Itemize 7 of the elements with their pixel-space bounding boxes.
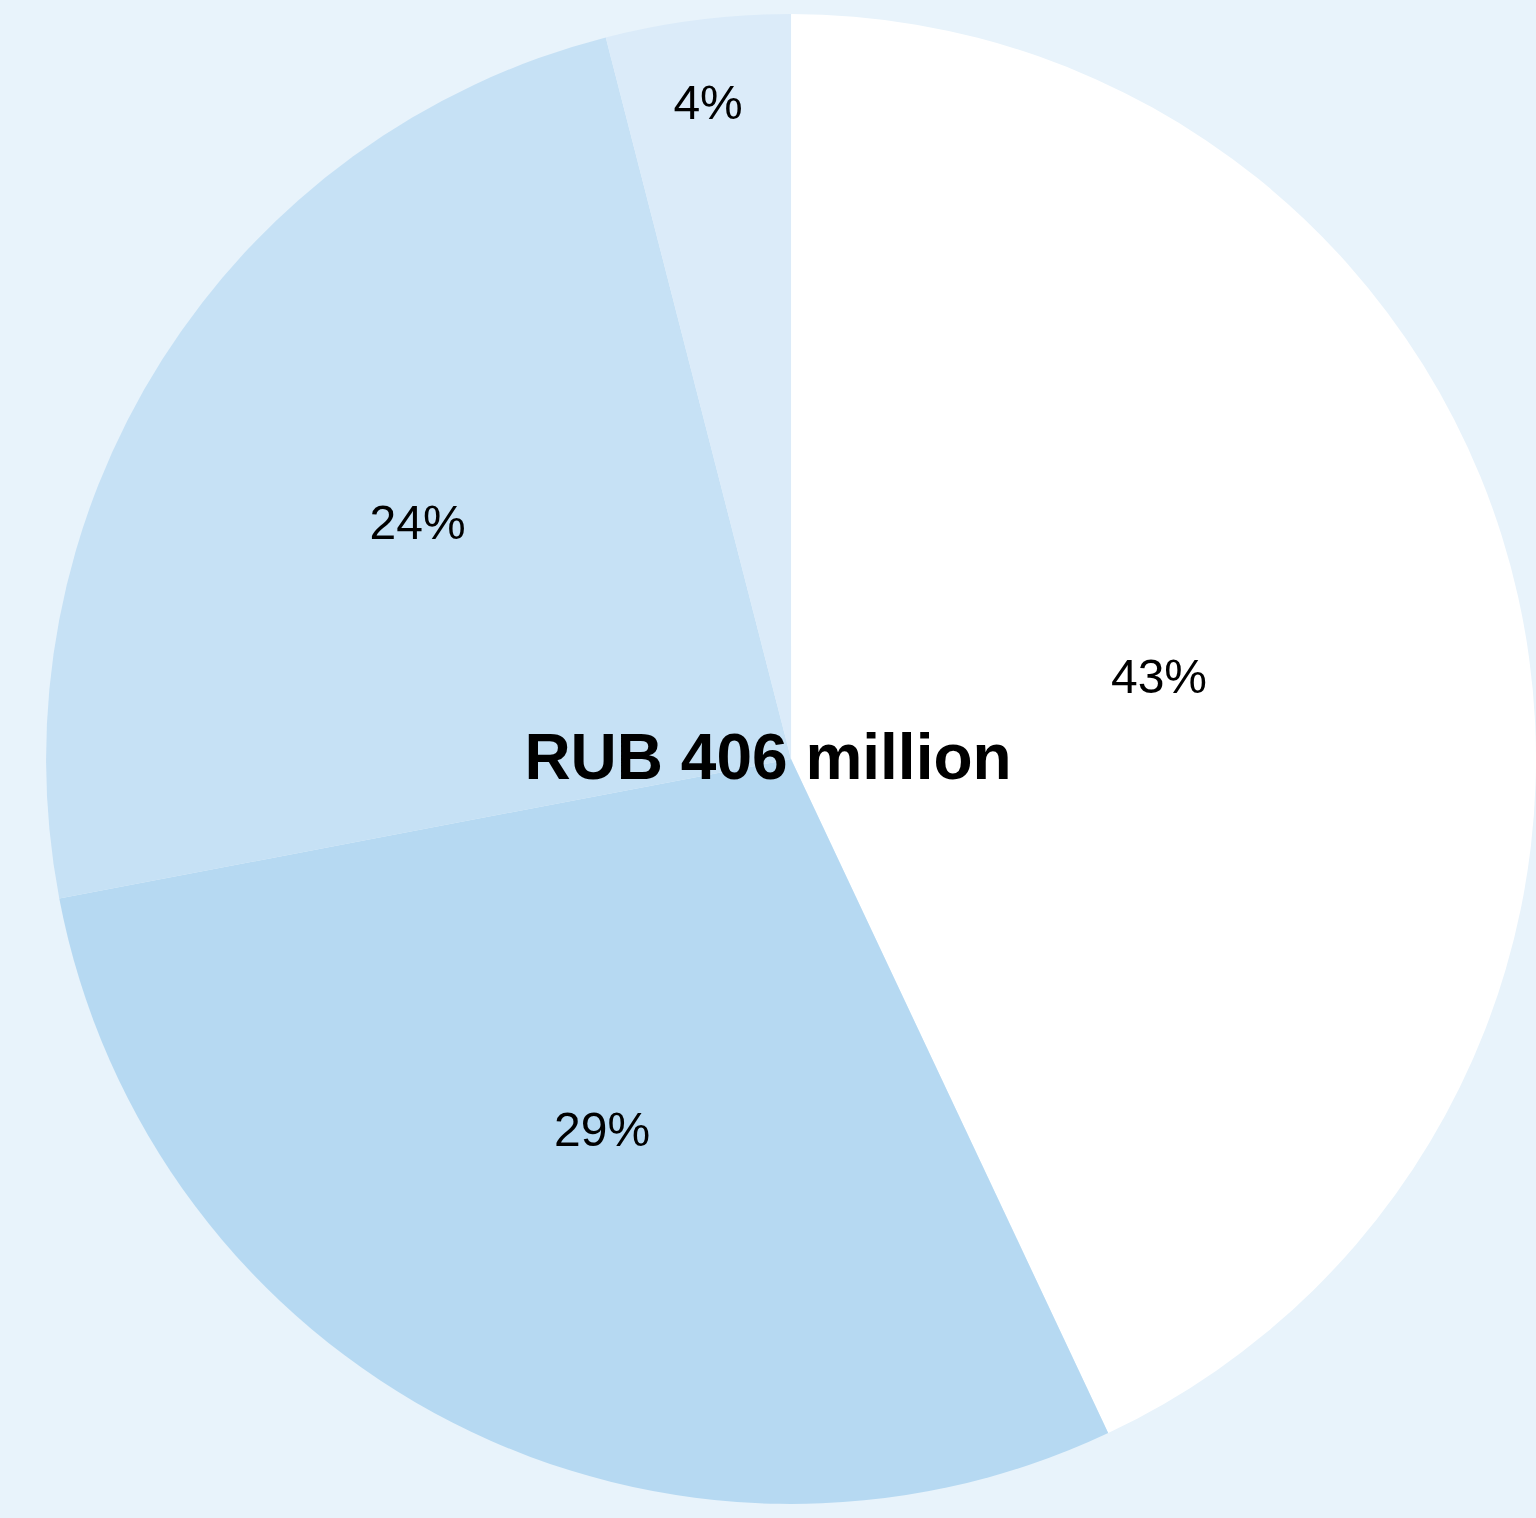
data-label: 29% — [554, 1103, 651, 1157]
data-label: 24% — [369, 495, 466, 549]
pie-slice — [47, 37, 792, 899]
pie-slice — [791, 14, 1536, 1434]
data-label: 4% — [673, 75, 743, 129]
text: RUB 406 million — [523, 720, 1013, 794]
data-label: 43% — [1110, 650, 1208, 704]
